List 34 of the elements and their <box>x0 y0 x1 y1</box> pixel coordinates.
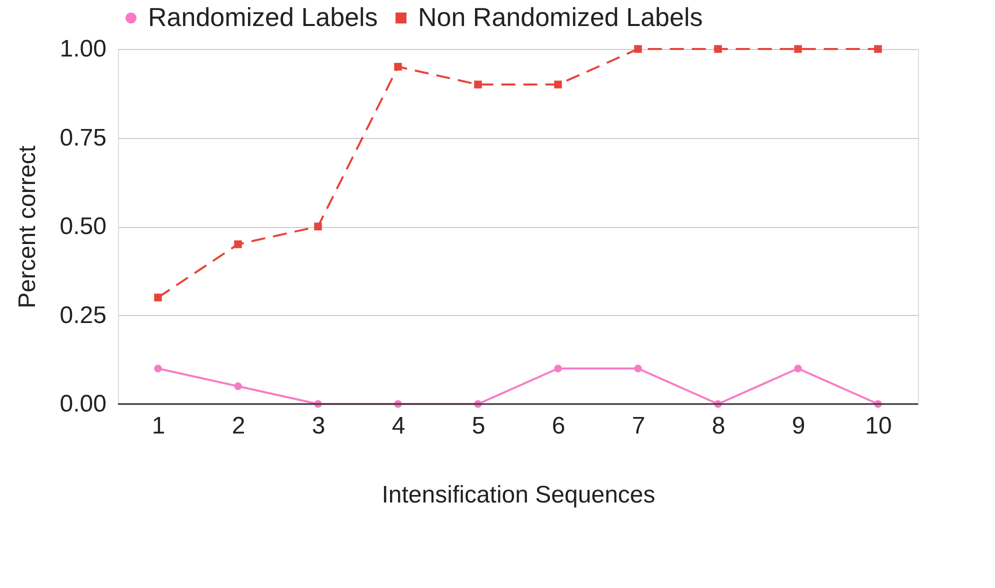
x-tick-label: 7 <box>632 412 646 440</box>
y-tick-label: 0.00 <box>60 390 106 418</box>
x-tick-label: 3 <box>312 412 326 440</box>
point <box>634 364 642 372</box>
point <box>554 364 562 372</box>
x-tick-label: 10 <box>865 412 892 440</box>
y-axis-title: Percent correct <box>14 145 41 308</box>
point <box>154 364 162 372</box>
point <box>794 364 802 372</box>
x-tick-label: 1 <box>152 412 166 440</box>
point <box>394 62 402 71</box>
x-axis-title: Intensification Sequences <box>382 482 656 508</box>
point <box>314 222 322 230</box>
point <box>634 45 642 53</box>
x-tick-label: 4 <box>392 412 406 440</box>
point <box>874 45 882 53</box>
y-tick-label: 1.00 <box>60 36 106 62</box>
point <box>234 382 242 390</box>
x-tick-label: 6 <box>552 412 566 440</box>
y-tick-label: 0.75 <box>60 124 106 152</box>
legend-label: Randomized Labels <box>148 2 378 32</box>
point <box>234 240 242 248</box>
point <box>154 294 162 302</box>
point <box>554 80 562 88</box>
x-tick-label: 2 <box>232 412 246 440</box>
x-tick-label: 9 <box>792 412 806 440</box>
y-tick-label: 0.25 <box>60 302 106 329</box>
legend-label: Non Randomized Labels <box>418 2 703 32</box>
x-tick-label: 5 <box>472 412 486 440</box>
x-tick-label: 8 <box>712 412 726 440</box>
y-tick-label: 0.50 <box>60 213 106 240</box>
point <box>794 45 802 53</box>
point <box>474 80 482 88</box>
point <box>714 45 722 53</box>
